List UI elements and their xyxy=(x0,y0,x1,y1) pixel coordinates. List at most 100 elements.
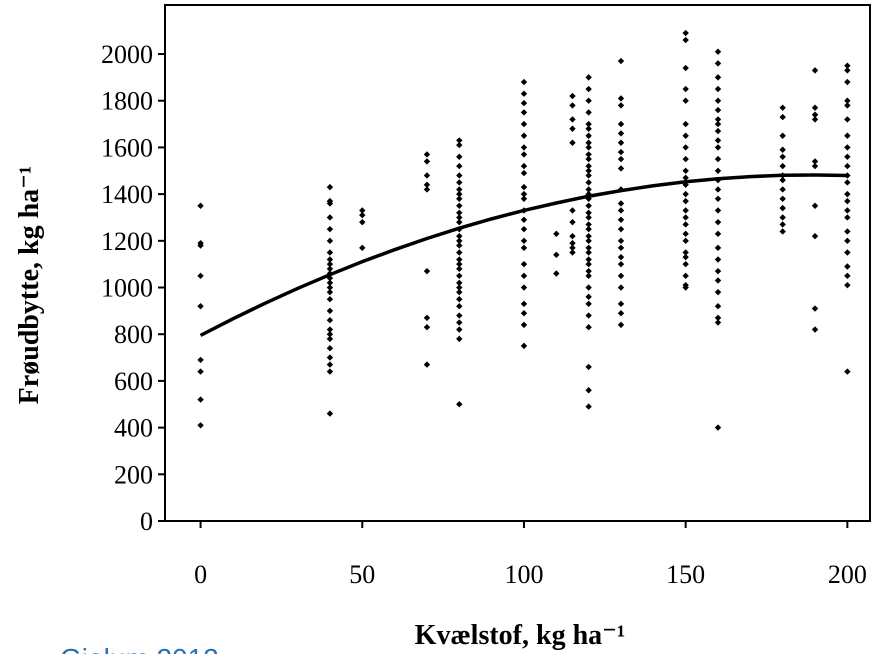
data-point xyxy=(585,162,592,170)
data-point xyxy=(520,195,528,202)
data-point xyxy=(682,132,689,139)
data-point xyxy=(844,67,851,74)
data-point xyxy=(682,272,689,280)
data-point xyxy=(456,209,463,217)
data-point xyxy=(456,319,463,326)
data-point xyxy=(456,190,463,198)
data-point xyxy=(326,317,334,324)
data-point xyxy=(811,162,819,170)
data-point xyxy=(585,190,592,198)
data-point xyxy=(197,368,204,375)
data-point xyxy=(423,158,431,165)
data-point xyxy=(456,256,463,263)
data-point xyxy=(456,153,463,160)
data-point xyxy=(569,249,576,256)
data-point xyxy=(456,137,463,144)
data-point xyxy=(520,272,528,280)
data-point xyxy=(456,302,463,310)
data-point xyxy=(456,284,463,291)
data-point xyxy=(520,144,528,151)
data-point xyxy=(585,195,592,202)
data-point xyxy=(456,272,463,280)
data-point xyxy=(456,279,463,287)
data-point xyxy=(844,228,851,235)
data-point xyxy=(714,60,722,67)
x-tick-label: 0 xyxy=(194,560,207,589)
data-point xyxy=(617,130,625,137)
data-point xyxy=(585,202,592,209)
data-point xyxy=(617,95,625,102)
data-point xyxy=(569,116,576,123)
data-point xyxy=(844,281,851,289)
data-point xyxy=(779,153,786,160)
x-axis-label: Kvælstof, kg ha⁻¹ xyxy=(415,620,626,651)
data-point xyxy=(779,176,786,184)
data-point xyxy=(520,237,528,245)
data-point xyxy=(520,284,528,291)
data-point xyxy=(326,256,334,263)
data-point xyxy=(423,186,431,193)
data-point xyxy=(456,214,463,221)
data-point xyxy=(585,300,592,308)
data-point xyxy=(585,260,592,268)
data-point xyxy=(844,162,851,170)
data-point xyxy=(520,321,528,329)
data-point xyxy=(714,155,722,163)
data-point xyxy=(779,221,786,228)
data-point xyxy=(617,237,625,245)
data-point xyxy=(197,302,204,310)
data-point xyxy=(844,179,851,186)
data-point xyxy=(779,195,786,202)
data-point xyxy=(585,155,592,163)
data-point xyxy=(326,345,334,352)
data-point xyxy=(811,116,819,123)
data-point xyxy=(553,251,560,259)
data-point xyxy=(456,162,463,170)
data-point xyxy=(617,207,625,214)
data-point xyxy=(617,284,625,291)
data-point xyxy=(520,309,528,317)
data-point xyxy=(569,139,576,146)
data-point xyxy=(585,225,592,233)
data-point xyxy=(520,342,528,350)
data-point xyxy=(456,186,463,193)
data-point xyxy=(617,120,625,128)
data-point xyxy=(456,335,463,343)
data-point xyxy=(682,155,689,163)
data-point xyxy=(682,260,689,268)
data-point xyxy=(423,361,431,368)
data-point xyxy=(326,335,334,343)
data-point xyxy=(585,186,592,193)
x-tick-label: 100 xyxy=(504,560,543,589)
data-point xyxy=(714,120,722,128)
data-point xyxy=(326,183,334,191)
data-point xyxy=(456,295,463,303)
data-point xyxy=(326,326,334,333)
data-point xyxy=(682,64,689,72)
data-point xyxy=(520,132,528,139)
data-point xyxy=(585,214,592,221)
data-point xyxy=(326,214,334,221)
data-point xyxy=(520,244,528,252)
data-point xyxy=(585,403,592,410)
data-point xyxy=(326,361,334,368)
data-point xyxy=(585,312,592,319)
data-point xyxy=(617,216,625,224)
data-point xyxy=(326,331,334,338)
data-point xyxy=(682,190,689,198)
y-tick-label: 800 xyxy=(114,320,153,349)
data-point xyxy=(585,109,592,116)
data-point xyxy=(714,302,722,310)
data-point xyxy=(682,29,689,37)
data-point xyxy=(326,284,334,291)
data-point xyxy=(844,197,851,205)
data-point xyxy=(456,218,463,226)
data-point xyxy=(423,324,431,331)
data-point xyxy=(811,232,819,240)
y-tick-label: 200 xyxy=(114,460,153,489)
data-point xyxy=(326,265,334,273)
data-point xyxy=(779,186,786,193)
data-point xyxy=(714,186,722,193)
data-point xyxy=(714,277,722,284)
